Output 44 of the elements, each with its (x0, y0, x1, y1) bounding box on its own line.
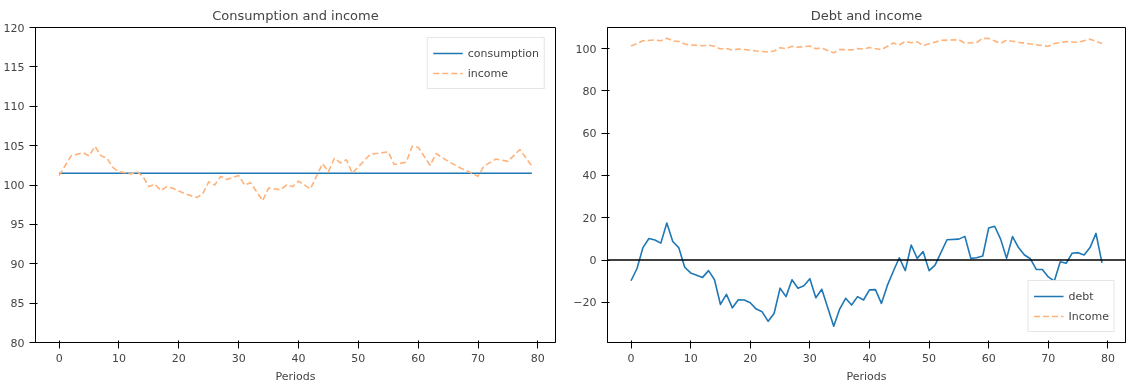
y-tick-label: 115 (3, 60, 25, 74)
x-tick-label: 80 (1100, 351, 1115, 365)
y-tick-label: 0 (589, 254, 597, 268)
x-tick-label: 70 (471, 351, 486, 365)
chart-title: Debt and income (810, 7, 923, 23)
y-tick-label: 110 (3, 100, 25, 114)
line-series (58, 145, 533, 202)
x-tick-label: 0 (627, 351, 635, 365)
y-tick-label: 20 (582, 211, 597, 225)
y-tick-label: 60 (582, 127, 597, 141)
x-tick-label: 50 (351, 351, 366, 365)
line-series (630, 37, 1103, 54)
x-tick-label: 50 (922, 351, 937, 365)
y-tick-label: 85 (10, 297, 25, 311)
x-tick-label: 10 (683, 351, 698, 365)
y-tick-label: 105 (3, 139, 25, 153)
y-tick-label: −20 (573, 296, 597, 310)
x-tick-label: 30 (231, 351, 246, 365)
legend-label: debt (1068, 289, 1094, 303)
x-tick-label: 40 (291, 351, 306, 365)
x-tick-label: 70 (1041, 351, 1056, 365)
x-tick-label: 20 (171, 351, 186, 365)
x-tick-label: 30 (802, 351, 817, 365)
legend-label: income (467, 66, 509, 80)
y-tick-label: 80 (10, 336, 25, 350)
x-tick-label: 10 (111, 351, 126, 365)
x-tick-label: 60 (411, 351, 426, 365)
y-tick-label: 100 (575, 42, 597, 56)
y-tick-label: 120 (3, 21, 25, 35)
y-tick-label: 40 (582, 169, 597, 183)
x-tick-label: 20 (743, 351, 758, 365)
y-tick-label: 100 (3, 179, 25, 192)
x-tick-label: 60 (981, 351, 996, 365)
x-tick-label: 0 (55, 351, 63, 365)
x-tick-label: 80 (530, 351, 545, 365)
x-tick-label: 40 (862, 351, 877, 365)
y-tick-label: 95 (10, 218, 25, 232)
legend-label: consumption (467, 46, 539, 60)
x-axis-title: Periods (846, 369, 887, 383)
legend-label: Income (1068, 309, 1109, 323)
y-tick-label: 90 (10, 257, 25, 271)
chart-title: Consumption and income (212, 7, 379, 23)
y-tick-label: 80 (582, 84, 597, 98)
x-axis-title: Periods (275, 369, 316, 383)
